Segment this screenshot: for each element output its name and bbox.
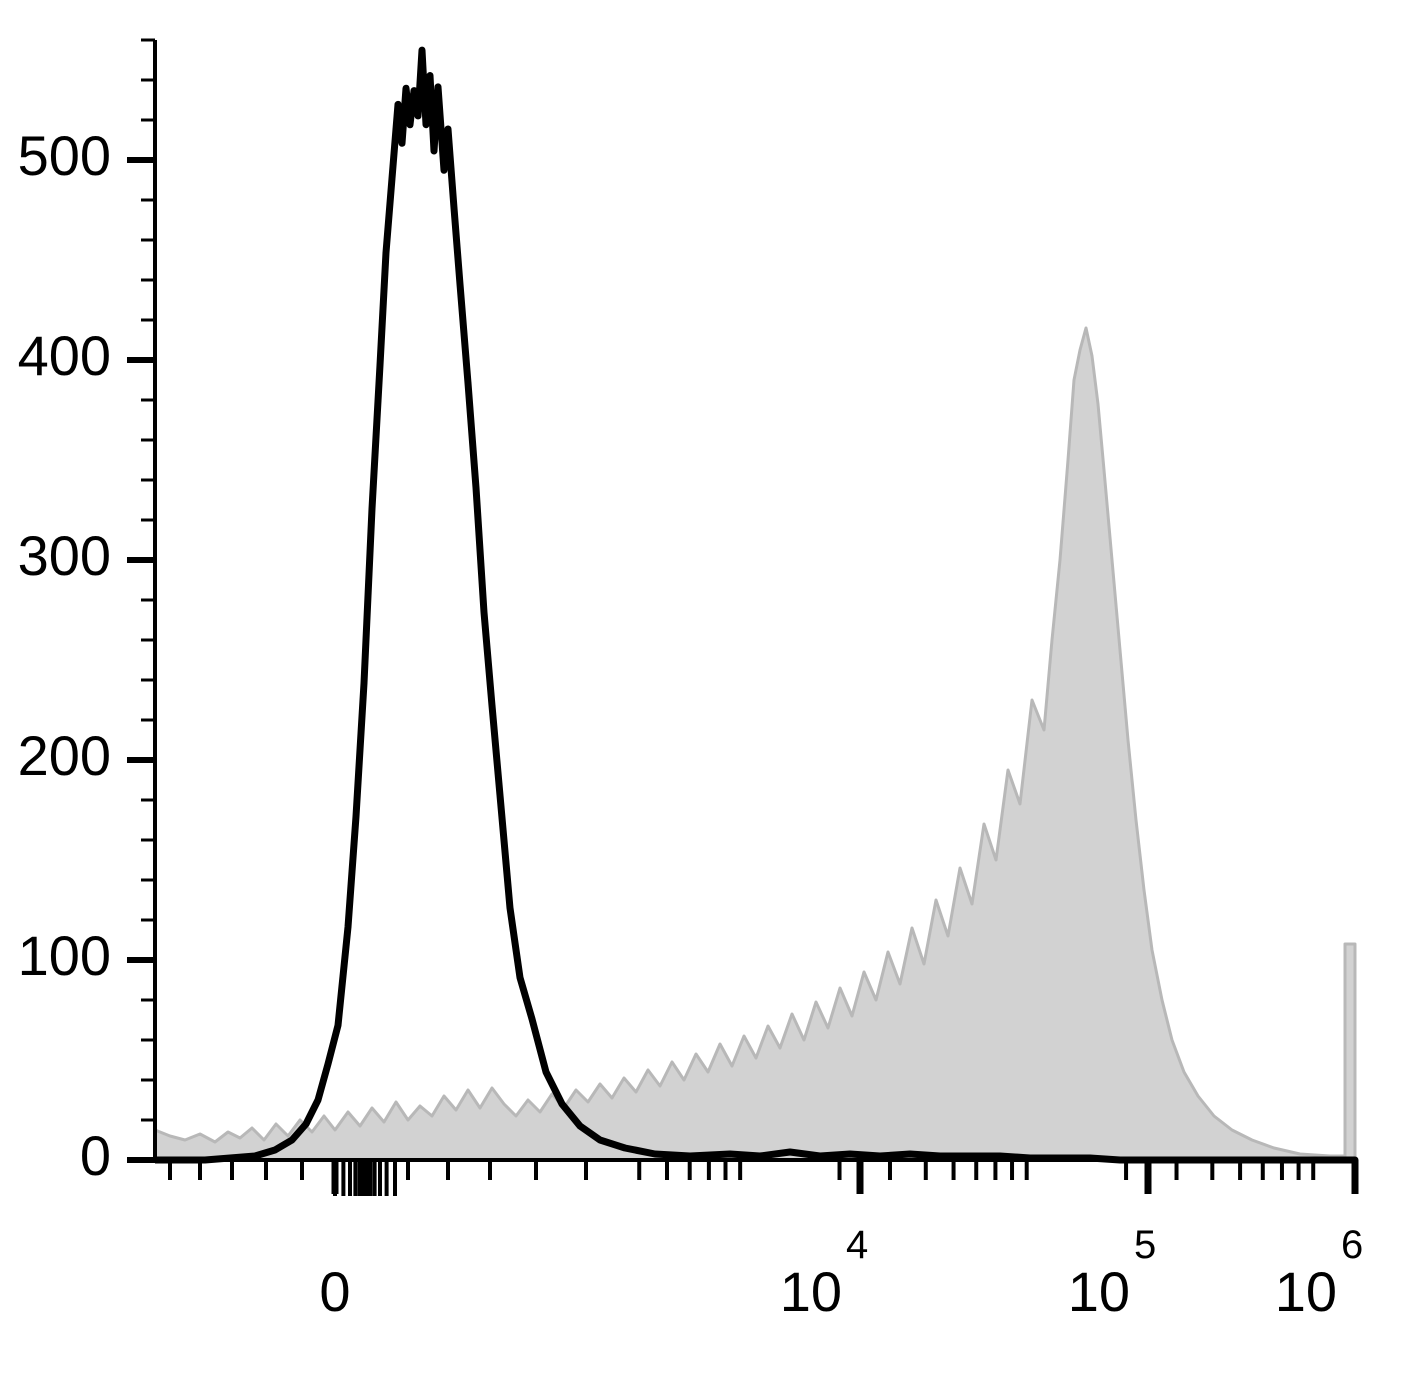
y-tick-label: 100 xyxy=(18,924,111,987)
x-label-zero: 0 xyxy=(319,1260,350,1323)
svg-text:5: 5 xyxy=(1134,1223,1156,1267)
svg-text:10: 10 xyxy=(1068,1260,1130,1323)
y-tick-label: 200 xyxy=(18,724,111,787)
svg-text:10: 10 xyxy=(780,1260,842,1323)
svg-text:10: 10 xyxy=(1275,1260,1337,1323)
y-tick-label: 300 xyxy=(18,524,111,587)
svg-text:6: 6 xyxy=(1341,1223,1363,1267)
y-tick-label: 0 xyxy=(80,1124,111,1187)
flow-cytometry-histogram: 01002003004005000104105106 xyxy=(0,0,1418,1393)
chart-svg: 01002003004005000104105106 xyxy=(0,0,1418,1393)
chart-background xyxy=(0,0,1418,1393)
svg-text:4: 4 xyxy=(846,1223,868,1267)
y-tick-label: 500 xyxy=(18,124,111,187)
y-tick-label: 400 xyxy=(18,324,111,387)
